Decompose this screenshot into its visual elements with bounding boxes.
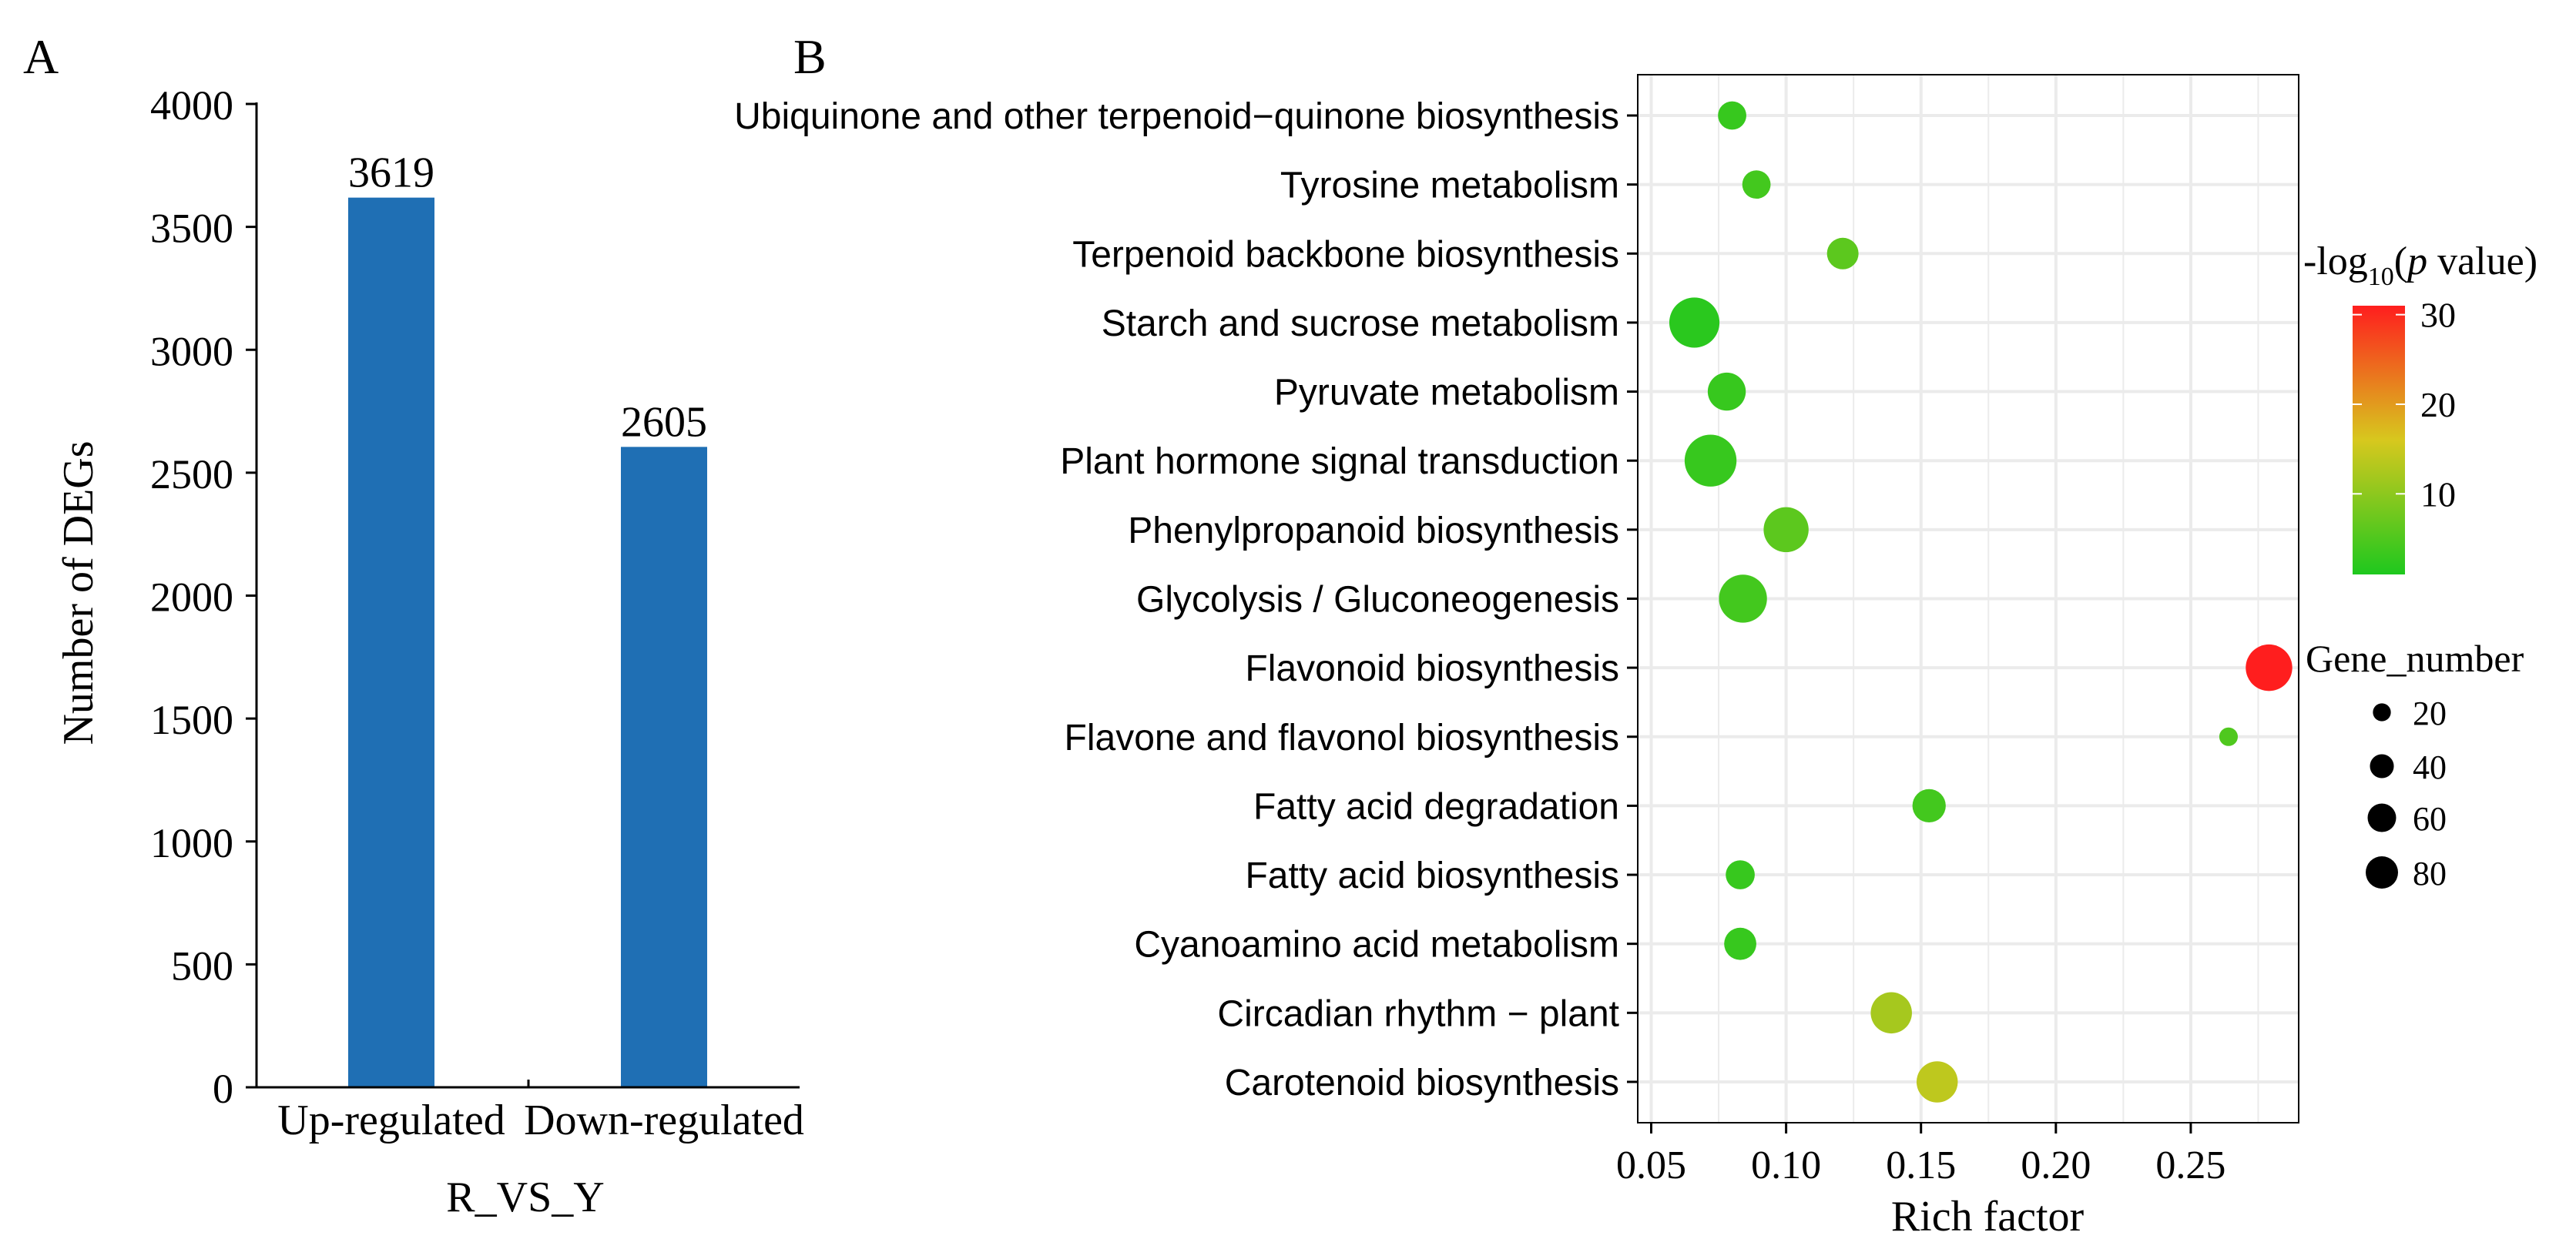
size-key-label: 80 bbox=[2413, 855, 2447, 892]
bubble-point bbox=[1719, 574, 1767, 623]
bubble-point bbox=[1826, 237, 1859, 270]
x-axis-ticks: Up-regulated Down-regulated bbox=[277, 1080, 804, 1144]
panel-b-label: B bbox=[793, 29, 827, 84]
pathway-label: Flavone and flavonol biosynthesis bbox=[1065, 718, 1619, 758]
y-axis-ticks: 0 500 1000 1500 2000 2500 3000 3500 4000 bbox=[150, 82, 257, 1112]
size-key-dot bbox=[2370, 754, 2394, 779]
bubble-point bbox=[1724, 927, 1756, 960]
bars: 3619 2605 bbox=[348, 149, 707, 1087]
color-tick-label: 30 bbox=[2420, 296, 2456, 335]
panel-b-bubble-chart: B Ubiquinone and other terpenoid−quinone… bbox=[734, 29, 2537, 1241]
y-tick-label: 4000 bbox=[150, 82, 233, 129]
x-axis-title: Rich factor bbox=[1891, 1193, 2085, 1241]
y-tick-label: 3500 bbox=[150, 206, 233, 252]
size-key-label: 20 bbox=[2413, 695, 2447, 732]
bubble-point bbox=[1916, 1061, 1958, 1103]
bubble-point bbox=[1763, 507, 1809, 553]
pathway-label: Terpenoid backbone biosynthesis bbox=[1072, 234, 1619, 275]
x-tick-label: 0.25 bbox=[2155, 1144, 2225, 1187]
bubble-point bbox=[1912, 789, 1946, 823]
x-axis-title: R_VS_Y bbox=[446, 1174, 604, 1221]
x-tick-label: Up-regulated bbox=[277, 1097, 505, 1144]
x-tick-label: 0.10 bbox=[1751, 1144, 1821, 1187]
x-tick-label: 0.15 bbox=[1886, 1144, 1956, 1187]
color-scale-bar bbox=[2353, 306, 2405, 574]
bubble-point bbox=[1684, 434, 1737, 487]
pathway-label: Fatty acid degradation bbox=[1253, 786, 1619, 827]
pathway-label: Glycolysis / Gluconeogenesis bbox=[1136, 579, 1619, 620]
panel-a-label: A bbox=[23, 29, 59, 84]
bubble-point bbox=[1870, 992, 1912, 1034]
x-tick-label: 0.05 bbox=[1616, 1144, 1686, 1187]
pathway-label: Pyruvate metabolism bbox=[1274, 373, 1619, 414]
x-tick-label: 0.20 bbox=[2021, 1144, 2091, 1187]
y-tick-label: 1000 bbox=[150, 820, 233, 866]
bubble-point bbox=[1742, 170, 1771, 199]
color-scale-ticks: 10 20 30 bbox=[2353, 296, 2456, 514]
color-legend: -log10(p value) 10 20 30 bbox=[2303, 239, 2537, 574]
bubble-point bbox=[2219, 727, 2238, 746]
pathway-label: Starch and sucrose metabolism bbox=[1102, 303, 1619, 344]
y-tick-label: 1500 bbox=[150, 697, 233, 743]
pathway-label: Flavonoid biosynthesis bbox=[1245, 648, 1619, 689]
bubble-point bbox=[2246, 644, 2293, 691]
size-key-dot bbox=[2367, 803, 2397, 832]
bar-data-label: 2605 bbox=[621, 398, 707, 446]
pathway-label: Ubiquinone and other terpenoid−quinone b… bbox=[734, 96, 1619, 137]
pathway-labels: Ubiquinone and other terpenoid−quinone b… bbox=[734, 96, 1638, 1103]
y-tick-label: 2000 bbox=[150, 574, 233, 621]
y-tick-label: 3000 bbox=[150, 328, 233, 374]
size-legend: Gene_number 20 40 60 80 bbox=[2306, 637, 2524, 892]
size-key-dot bbox=[2373, 703, 2391, 722]
x-tick-label: Down-regulated bbox=[524, 1097, 804, 1144]
bar-up-regulated bbox=[348, 197, 434, 1087]
pathway-label: Phenylpropanoid biosynthesis bbox=[1128, 511, 1619, 551]
gridlines bbox=[1638, 75, 2299, 1123]
x-axis-ticks: 0.05 0.10 0.15 0.20 0.25 bbox=[1616, 1123, 2225, 1187]
panel-a-bar-chart: A 0 500 1000 1500 2000 2500 3000 3500 4000 3619 2… bbox=[23, 29, 804, 1221]
pathway-label: Carotenoid biosynthesis bbox=[1225, 1063, 1619, 1103]
color-tick-label: 10 bbox=[2420, 474, 2456, 514]
pathway-label: Fatty acid biosynthesis bbox=[1245, 856, 1619, 896]
bubble-point bbox=[1669, 297, 1720, 348]
size-key-label: 40 bbox=[2413, 748, 2447, 786]
y-tick-label: 500 bbox=[171, 943, 233, 989]
pathway-label: Cyanoamino acid metabolism bbox=[1134, 925, 1619, 966]
pathway-label: Tyrosine metabolism bbox=[1280, 166, 1619, 206]
bar-data-label: 3619 bbox=[348, 149, 434, 197]
y-tick-label: 2500 bbox=[150, 451, 233, 497]
size-key-dot bbox=[2366, 856, 2398, 889]
size-legend-title: Gene_number bbox=[2306, 637, 2524, 680]
color-legend-title: -log10(p value) bbox=[2303, 239, 2537, 291]
color-tick-label: 20 bbox=[2420, 385, 2456, 424]
bubble-point bbox=[1707, 372, 1746, 411]
bubbles bbox=[1669, 101, 2293, 1103]
pathway-label: Plant hormone signal transduction bbox=[1060, 441, 1619, 482]
y-axis-title: Number of DEGs bbox=[55, 440, 102, 745]
bar-down-regulated bbox=[621, 447, 707, 1087]
y-tick-label: 0 bbox=[213, 1066, 233, 1112]
size-legend-keys: 20 40 60 80 bbox=[2366, 695, 2447, 892]
size-key-label: 60 bbox=[2413, 800, 2447, 838]
bubble-point bbox=[1726, 860, 1755, 889]
bubble-point bbox=[1718, 101, 1746, 130]
pathway-label: Circadian rhythm − plant bbox=[1217, 993, 1619, 1034]
